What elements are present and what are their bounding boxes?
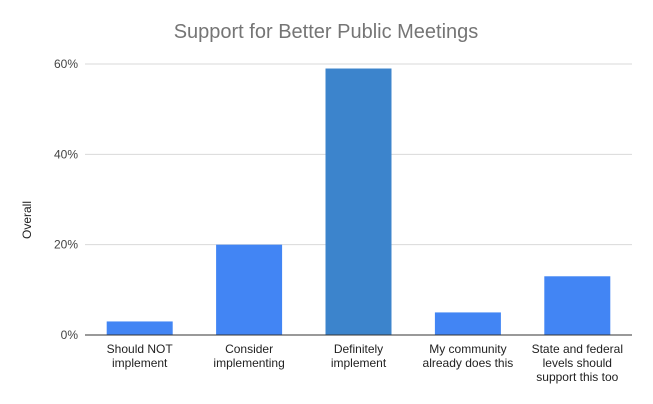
bars [106,68,611,336]
y-axis-label: Overall [20,201,34,239]
y-ticks: 0% 20% 40% 60% [54,57,78,342]
x-tick-label: Definitely implement [331,342,387,370]
bar [325,68,392,336]
x-tick-label: My community already does this [423,342,514,370]
chart-title: Support for Better Public Meetings [174,21,479,43]
bar [434,312,501,335]
x-tick-label: Should NOT implement [107,342,174,370]
y-tick-label: 20% [54,238,78,252]
y-tick-label: 40% [54,147,78,161]
bar [106,321,173,335]
x-tick-label: State and federal levels should support th… [532,342,623,384]
y-tick-label: 60% [54,57,78,71]
x-ticks: Should NOT implement Consider implementing D… [107,342,623,384]
x-tick-label: Consider implementing [213,342,284,370]
y-tick-label: 0% [61,328,79,342]
bar [544,276,611,335]
bar [216,244,283,335]
